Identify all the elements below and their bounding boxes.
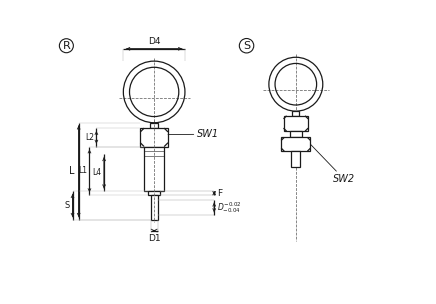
Bar xyxy=(281,137,310,151)
Text: L4: L4 xyxy=(93,168,102,177)
Bar xyxy=(140,128,168,147)
Bar xyxy=(148,191,160,195)
Bar xyxy=(144,147,164,191)
Bar xyxy=(150,123,158,128)
Text: L2: L2 xyxy=(85,133,94,142)
Bar xyxy=(293,111,299,116)
Text: SW2: SW2 xyxy=(310,144,355,184)
Bar xyxy=(283,116,308,131)
Text: R: R xyxy=(62,41,70,51)
Text: F: F xyxy=(217,189,222,198)
Bar xyxy=(290,131,302,137)
Text: S: S xyxy=(64,201,69,210)
Text: D4: D4 xyxy=(148,37,160,47)
Text: $D^{-0.02}_{-0.04}$: $D^{-0.02}_{-0.04}$ xyxy=(217,200,242,215)
Text: SW1: SW1 xyxy=(168,129,218,139)
Bar xyxy=(151,195,158,220)
Text: S: S xyxy=(243,41,250,51)
Text: L: L xyxy=(69,166,75,176)
Text: L1: L1 xyxy=(78,166,87,175)
Bar xyxy=(291,151,300,167)
Text: D1: D1 xyxy=(148,233,160,243)
